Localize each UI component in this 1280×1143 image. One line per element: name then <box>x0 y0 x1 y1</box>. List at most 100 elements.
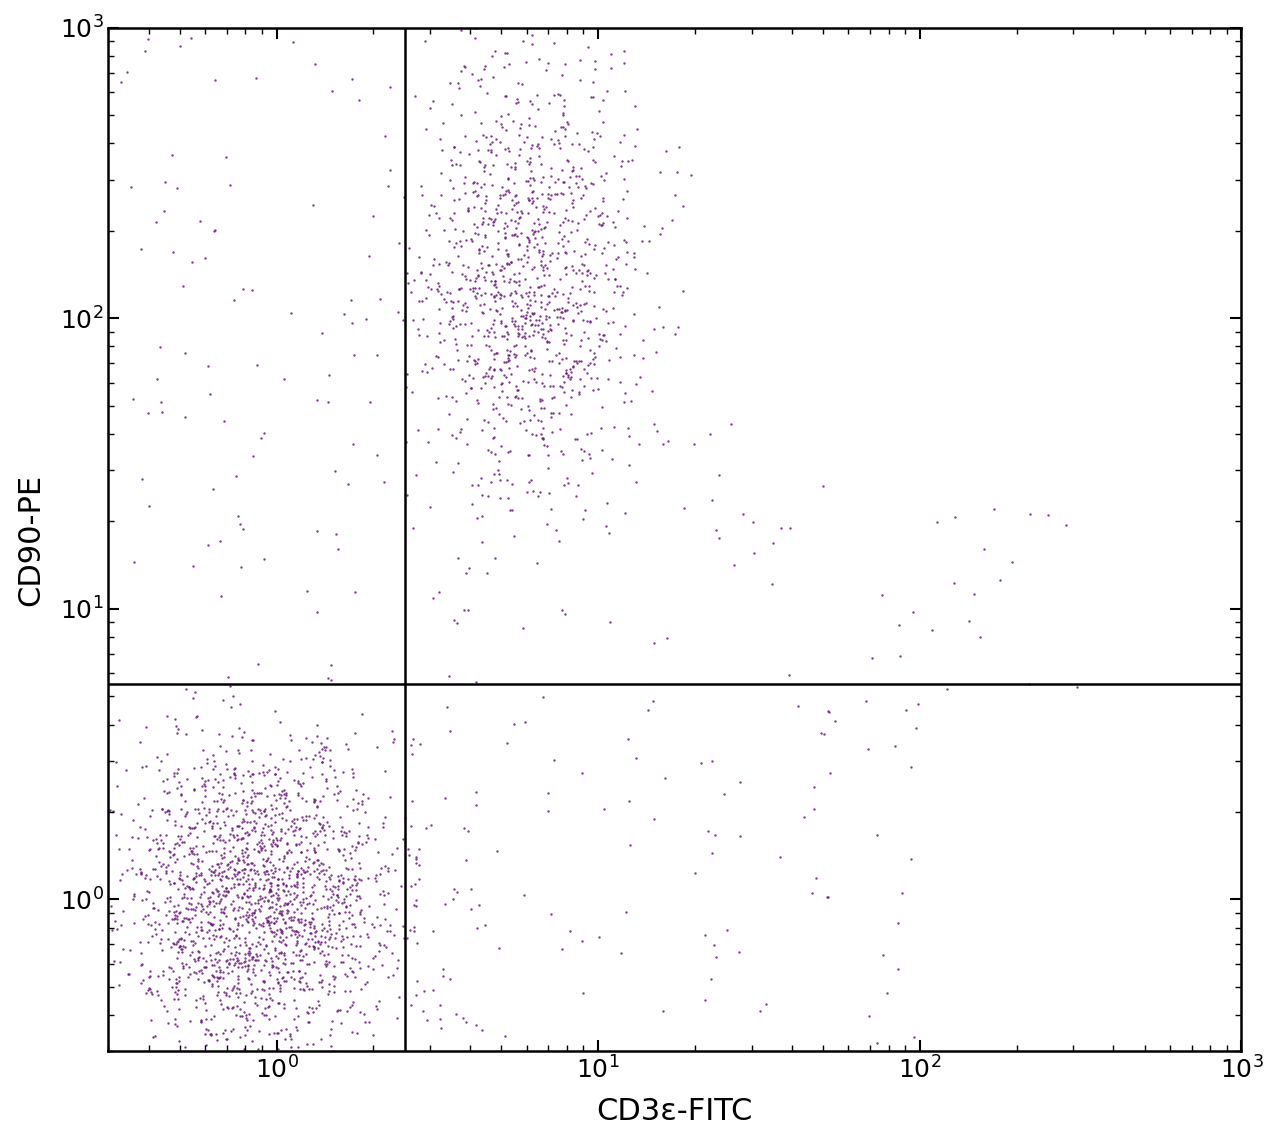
Point <box>460 559 480 577</box>
Point <box>499 501 520 519</box>
Point <box>196 994 216 1013</box>
Point <box>180 895 201 913</box>
Point <box>483 265 503 283</box>
Point <box>539 333 559 351</box>
Point <box>594 264 614 282</box>
Point <box>209 894 229 912</box>
Point <box>243 817 264 836</box>
Point <box>287 900 307 918</box>
Point <box>541 167 562 185</box>
Point <box>214 839 234 857</box>
Point <box>195 799 215 817</box>
Point <box>237 793 257 812</box>
Point <box>123 890 143 909</box>
Point <box>561 223 581 241</box>
Point <box>603 313 623 331</box>
Point <box>210 870 230 888</box>
Point <box>494 87 515 105</box>
Point <box>265 765 285 783</box>
Point <box>591 216 612 234</box>
Point <box>268 772 288 790</box>
Point <box>268 870 288 888</box>
Point <box>210 737 230 756</box>
Point <box>605 270 626 288</box>
Point <box>234 863 255 881</box>
Point <box>262 922 283 941</box>
Point <box>508 264 529 282</box>
Point <box>449 279 470 297</box>
Point <box>274 794 294 813</box>
Point <box>479 209 499 227</box>
Point <box>468 896 489 914</box>
Point <box>374 895 394 913</box>
Point <box>344 968 365 986</box>
Point <box>284 969 305 988</box>
Point <box>348 814 369 832</box>
Point <box>550 441 571 459</box>
Point <box>154 839 174 857</box>
Point <box>858 741 878 759</box>
Point <box>531 298 552 317</box>
Point <box>314 946 334 965</box>
Point <box>904 604 924 622</box>
Point <box>328 877 348 895</box>
Point <box>111 864 132 882</box>
Point <box>813 477 833 495</box>
Point <box>288 783 308 801</box>
Point <box>531 154 552 173</box>
Point <box>497 323 517 342</box>
Point <box>288 913 308 932</box>
Point <box>216 799 237 817</box>
Point <box>334 852 355 870</box>
Point <box>344 950 365 968</box>
Point <box>448 351 468 369</box>
Point <box>316 840 337 858</box>
Point <box>365 946 385 965</box>
Point <box>585 199 605 217</box>
Point <box>268 886 288 904</box>
Point <box>570 352 590 370</box>
Point <box>506 377 526 395</box>
Point <box>209 828 229 846</box>
Point <box>175 680 196 698</box>
Point <box>531 411 552 430</box>
Point <box>445 317 466 335</box>
Point <box>243 730 264 749</box>
Point <box>192 901 212 919</box>
Point <box>186 818 206 837</box>
Point <box>324 969 344 988</box>
Point <box>242 766 262 784</box>
Point <box>545 121 566 139</box>
Point <box>512 328 532 346</box>
Point <box>237 823 257 841</box>
Point <box>186 898 206 917</box>
Point <box>300 954 320 973</box>
Point <box>351 901 371 919</box>
Point <box>279 1026 300 1045</box>
Point <box>296 729 316 748</box>
Point <box>451 423 471 441</box>
Point <box>284 877 305 895</box>
Point <box>584 344 604 362</box>
Point <box>274 881 294 900</box>
Point <box>434 789 454 807</box>
Point <box>522 326 543 344</box>
Point <box>416 362 436 381</box>
Point <box>329 903 349 921</box>
Point <box>407 934 428 952</box>
Point <box>246 919 266 937</box>
Point <box>183 557 204 575</box>
Point <box>415 355 435 374</box>
Point <box>173 912 193 930</box>
Point <box>242 982 262 1000</box>
Point <box>484 210 504 229</box>
Point <box>273 880 293 898</box>
Point <box>265 829 285 847</box>
Point <box>467 218 488 237</box>
Point <box>307 900 328 918</box>
Point <box>256 990 276 1008</box>
Point <box>319 817 339 836</box>
Point <box>429 209 449 227</box>
Point <box>237 848 257 866</box>
Point <box>375 127 396 145</box>
